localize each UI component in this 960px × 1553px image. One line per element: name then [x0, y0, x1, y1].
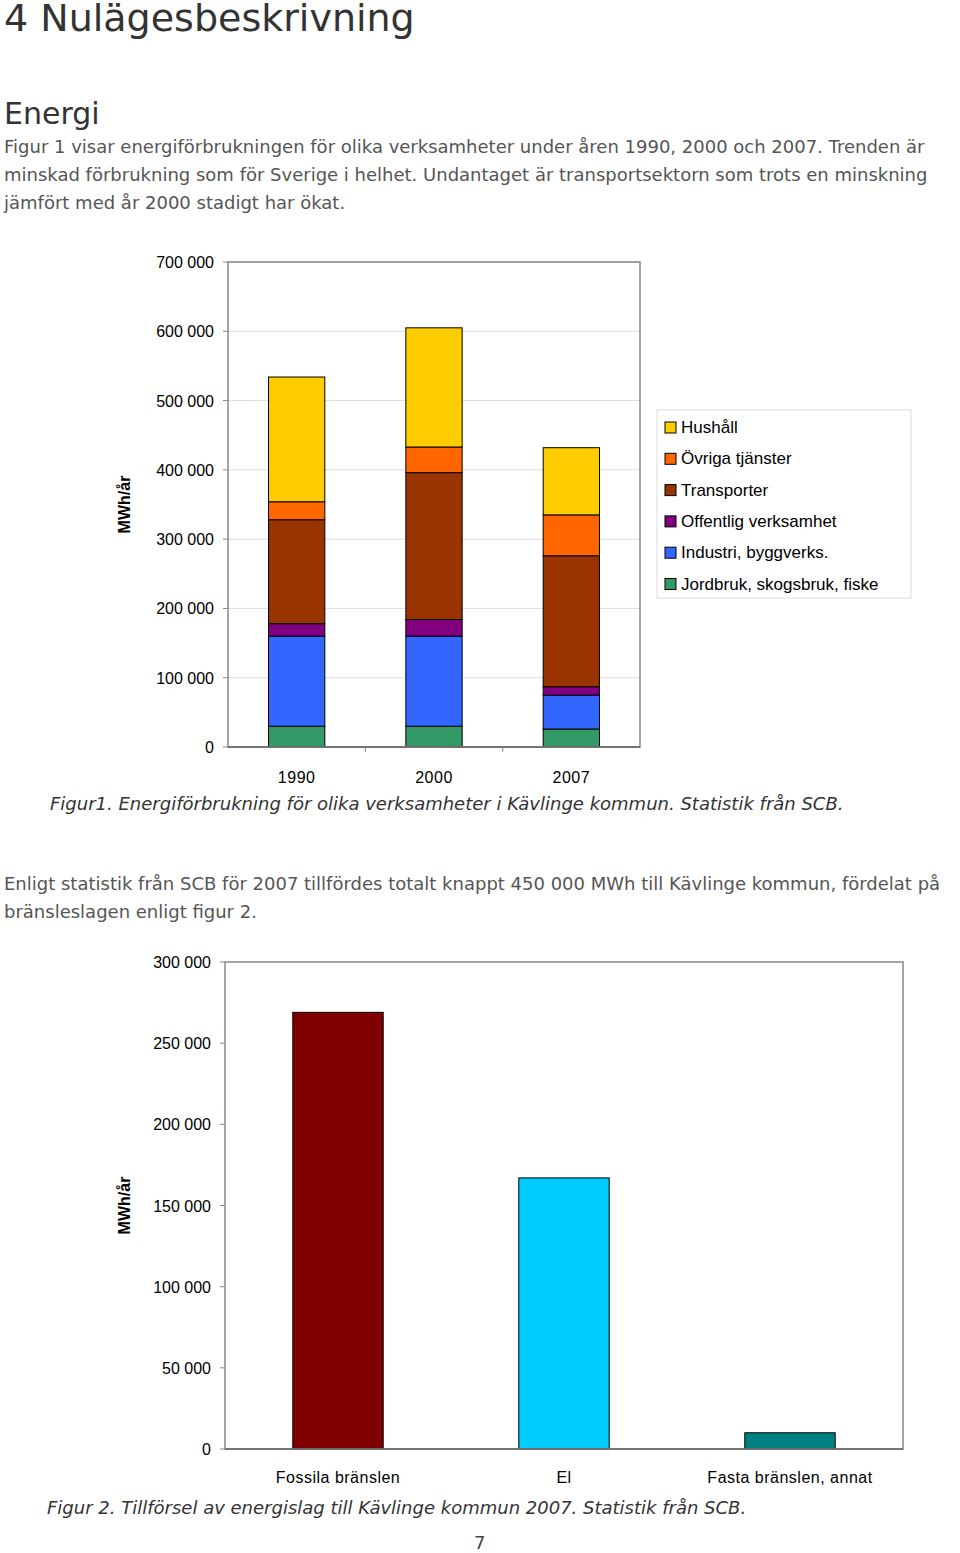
tick-label: 100 000 — [153, 1279, 211, 1296]
bar-segment — [269, 624, 325, 636]
bar-segment — [406, 328, 462, 447]
axis-label: MWh/år — [116, 476, 133, 534]
paragraph: Figur 1 visar energiförbrukningen för ol… — [4, 133, 959, 217]
legend-swatch — [665, 422, 676, 433]
legend-swatch — [665, 547, 676, 558]
tick-label: 200 000 — [153, 1116, 211, 1133]
tick-label: 0 — [205, 739, 214, 756]
category-label: 2000 — [415, 769, 453, 786]
bar — [293, 1012, 383, 1449]
legend-label: Transporter — [681, 481, 769, 500]
tick-label: 300 000 — [156, 531, 214, 548]
tick-label: 250 000 — [153, 1035, 211, 1052]
category-tick — [502, 747, 503, 752]
page-number: 7 — [474, 1532, 485, 1553]
x-axis — [228, 746, 640, 748]
bar-segment — [406, 620, 462, 637]
legend-swatch — [665, 579, 676, 590]
legend-label: Jordbruk, skogsbruk, fiske — [681, 575, 878, 594]
legend-label: Övriga tjänster — [681, 449, 792, 468]
axis-label: MWh/år — [116, 1177, 133, 1235]
category-label: Fossila bränslen — [276, 1469, 401, 1486]
legend-swatch — [665, 453, 676, 464]
bar-segment — [543, 695, 599, 729]
bar-segment — [269, 636, 325, 726]
legend-label: Offentlig verksamhet — [681, 512, 837, 531]
tick-label: 400 000 — [156, 462, 214, 479]
chart: 0 50 000 100 000 150 000 200 000 250 000 300 0… — [116, 954, 903, 1486]
x-axis — [225, 1448, 903, 1450]
caption: Figur1. Energiförbrukning för olika verk… — [50, 793, 844, 814]
heading: 4 Nulägesbeskrivning — [4, 0, 415, 40]
bars — [269, 328, 600, 747]
legend-label: Industri, byggverks. — [681, 543, 828, 562]
section-title: Energi — [4, 96, 100, 131]
grid-line — [228, 747, 640, 748]
bar-segment — [543, 556, 599, 687]
tick-label: 150 000 — [153, 1198, 211, 1215]
bar — [519, 1178, 609, 1449]
bar — [745, 1433, 835, 1449]
category-label: Fasta bränslen, annat — [707, 1469, 872, 1486]
legend: Hushåll Övriga tjänster Transporter Offentl… — [657, 410, 911, 598]
charts: 0 100 000 200 000 300 000 400 000 500 000 600 … — [0, 0, 960, 1553]
chart: 0 100 000 200 000 300 000 400 000 500 000 600 … — [116, 254, 911, 786]
tick-label: 300 000 — [153, 954, 211, 971]
tick-label: 700 000 — [156, 254, 214, 271]
category-tick — [365, 747, 366, 752]
bar-segment — [543, 515, 599, 556]
plot-frame — [225, 962, 903, 1449]
bar-segment — [269, 502, 325, 520]
bar-segment — [406, 636, 462, 726]
bar-segment — [543, 448, 599, 515]
tick-label: 50 000 — [162, 1360, 211, 1377]
category-label: 1990 — [278, 769, 316, 786]
legend-box — [657, 410, 911, 598]
bar-segment — [269, 520, 325, 624]
bar-segment — [543, 729, 599, 747]
legend-swatch — [665, 485, 676, 496]
category-label: El — [556, 1469, 571, 1486]
tick-label: 200 000 — [156, 600, 214, 617]
plot-frame — [228, 262, 640, 747]
bar-segment — [406, 447, 462, 473]
bar-segment — [269, 726, 325, 747]
legend-label: Hushåll — [681, 418, 738, 437]
bar-segment — [543, 687, 599, 695]
bar-segment — [269, 377, 325, 502]
tick-label: 0 — [202, 1441, 211, 1458]
bars — [293, 1012, 835, 1449]
caption: Figur 2. Tillförsel av energislag till K… — [47, 1497, 746, 1518]
category-label: 2007 — [553, 769, 591, 786]
bar-segment — [406, 726, 462, 747]
paragraph: Enligt statistik från SCB för 2007 tillf… — [4, 870, 959, 926]
bar-segment — [406, 473, 462, 620]
tick-label: 100 000 — [156, 670, 214, 687]
tick-label: 600 000 — [156, 323, 214, 340]
legend-swatch — [665, 516, 676, 527]
tick-label: 500 000 — [156, 393, 214, 410]
